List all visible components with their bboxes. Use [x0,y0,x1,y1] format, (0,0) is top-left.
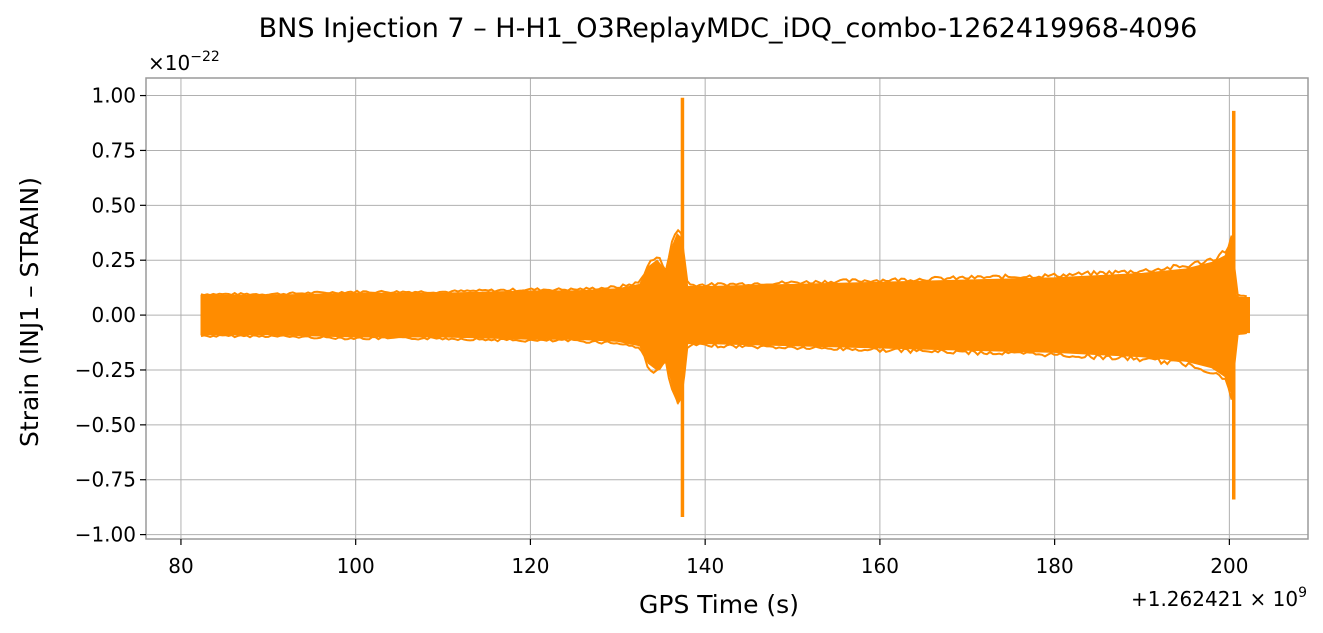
y-scale-exponent: −22 [190,49,220,65]
x-axis-label: GPS Time (s) [639,590,799,619]
x-tick-label: 100 [337,554,375,578]
x-tick-label: 140 [686,554,724,578]
x-offset-exponent: 9 [1298,585,1307,601]
x-tick-label: 120 [511,554,549,578]
ticks: 80 100 120 140 160 180 200 1.00 0.75 0.50 0.25 0.00… [75,84,1249,578]
x-tick-label: 200 [1210,554,1248,578]
y-tick-label: 0.00 [91,303,136,327]
strain-envelope [200,233,1250,405]
strain-upper-edge [200,228,1247,298]
x-offset-label: +1.262421 × 109 [1131,585,1307,611]
x-offset-base: +1.262421 × 10 [1131,587,1298,611]
y-tick-label: 0.25 [91,248,136,272]
y-tick-label: −1.00 [75,523,136,547]
y-tick-label: −0.75 [75,468,136,492]
y-scale-base: ×10 [148,51,190,75]
x-tick-label: 180 [1036,554,1074,578]
strain-lower-edge [200,332,1247,405]
x-tick-label: 80 [168,554,193,578]
strain-series [200,97,1250,518]
y-tick-label: 1.00 [91,84,136,108]
y-scale-label: ×10−22 [148,49,220,75]
y-axis-label: Strain (INJ1 – STRAIN) [15,177,44,447]
y-tick-label: 0.50 [91,193,136,217]
y-tick-label: −0.25 [75,358,136,382]
y-tick-label: −0.50 [75,413,136,437]
axes-frame [145,77,1309,540]
chart-title: BNS Injection 7 – H-H1_O3ReplayMDC_iDQ_c… [259,13,1198,44]
y-tick-label: 0.75 [91,138,136,162]
x-tick-label: 160 [861,554,899,578]
